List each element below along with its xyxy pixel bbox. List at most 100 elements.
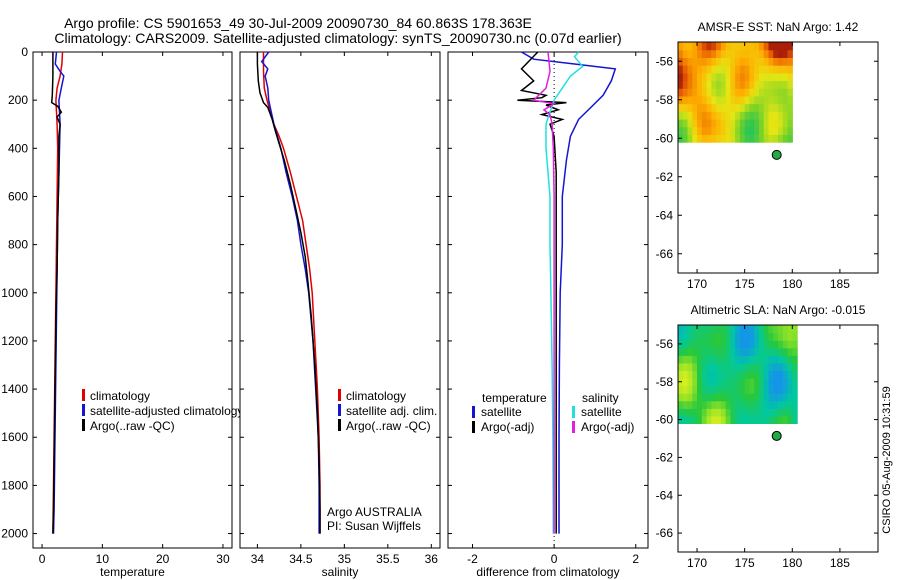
field-cell	[754, 355, 760, 364]
temperature-legend-label: satellite-adjusted climatology	[90, 404, 243, 418]
field-cell	[759, 355, 765, 364]
field-cell	[792, 393, 798, 402]
field-cell	[682, 415, 689, 424]
field-cell	[735, 95, 741, 105]
sla-x-tick-label: 175	[735, 556, 755, 570]
field-cell	[706, 378, 712, 387]
field-cell	[782, 355, 789, 364]
sst-y-tick-label: -58	[656, 93, 674, 107]
field-cell	[692, 400, 698, 409]
temperature-x-tick-label: 0	[39, 552, 46, 566]
field-cell	[687, 42, 693, 51]
field-cell	[682, 355, 689, 364]
field-cell	[725, 72, 731, 82]
field-cell	[792, 362, 798, 371]
difference-x-axis-label: difference from climatology	[476, 565, 619, 579]
field-cell	[725, 362, 731, 371]
field-cell	[730, 134, 736, 143]
field-cell	[754, 362, 760, 371]
field-cell	[778, 88, 784, 97]
field-cell	[716, 103, 722, 112]
field-cell	[749, 72, 755, 82]
field-cell	[682, 370, 689, 379]
sst-map-title: AMSR-E SST: NaN Argo: 1.42	[698, 20, 859, 34]
field-cell	[692, 385, 698, 394]
field-cell	[682, 49, 689, 58]
difference-legend-label: satellite	[481, 405, 522, 419]
field-cell	[687, 72, 693, 82]
field-cell	[716, 49, 722, 58]
field-cell	[759, 362, 765, 371]
field-cell	[787, 42, 793, 51]
field-cell	[759, 340, 765, 349]
field-cell	[706, 103, 712, 112]
field-cell	[782, 393, 789, 402]
field-cell	[725, 400, 731, 409]
field-cell	[782, 111, 789, 120]
field-cell	[697, 370, 703, 379]
field-cell	[778, 378, 784, 387]
field-cell	[701, 103, 708, 112]
field-cell	[735, 355, 741, 364]
field-cell	[716, 57, 722, 66]
field-cell	[730, 393, 736, 402]
field-cell	[678, 119, 684, 128]
field-cell	[763, 355, 770, 364]
field-cell	[773, 415, 779, 424]
field-cell	[744, 103, 751, 112]
field-cell	[744, 65, 751, 74]
field-cell	[697, 119, 703, 128]
field-cell	[787, 378, 793, 387]
field-cell	[716, 385, 722, 394]
field-cell	[711, 393, 717, 402]
field-cell	[701, 378, 708, 387]
field-cell	[773, 370, 779, 379]
field-cell	[749, 355, 755, 364]
field-cell	[730, 103, 736, 112]
field-cell	[692, 415, 698, 424]
field-cell	[720, 88, 727, 97]
field-cell	[744, 325, 751, 334]
field-cell	[692, 49, 698, 58]
field-cell	[744, 72, 751, 82]
field-cell	[749, 332, 755, 341]
field-cell	[749, 57, 755, 66]
field-cell	[782, 362, 789, 371]
field-cell	[692, 95, 698, 105]
temperature-legend-swatch	[82, 419, 85, 431]
field-cell	[739, 119, 746, 128]
field-cell	[692, 119, 698, 128]
field-cell	[787, 370, 793, 379]
field-cell	[763, 49, 770, 58]
field-cell	[711, 134, 717, 143]
field-cell	[706, 65, 712, 74]
sst-x-tick-label: 170	[687, 277, 707, 291]
y-tick-label: 400	[8, 141, 28, 155]
field-cell	[782, 80, 789, 89]
field-cell	[711, 88, 717, 97]
field-cell	[682, 119, 689, 128]
field-cell	[720, 400, 727, 409]
field-cell	[782, 370, 789, 379]
field-cell	[773, 103, 779, 112]
field-cell	[716, 415, 722, 424]
field-cell	[768, 378, 774, 387]
field-cell	[725, 355, 731, 364]
salinity-series-climatology	[262, 52, 321, 534]
field-cell	[697, 134, 703, 143]
field-cell	[749, 370, 755, 379]
field-cell	[730, 385, 736, 394]
field-cell	[697, 362, 703, 371]
field-cell	[720, 57, 727, 66]
field-cell	[735, 370, 741, 379]
field-cell	[716, 95, 722, 105]
difference-plot-frame	[447, 51, 649, 549]
field-cell	[725, 134, 731, 143]
field-cell	[697, 57, 703, 66]
field-cell	[739, 80, 746, 89]
field-cell	[706, 126, 712, 135]
difference-profile-panel: -2 0 2 difference from climatology temperatu…	[447, 51, 649, 579]
field-cell	[768, 355, 774, 364]
field-cell	[749, 408, 755, 417]
field-cell	[759, 370, 765, 379]
